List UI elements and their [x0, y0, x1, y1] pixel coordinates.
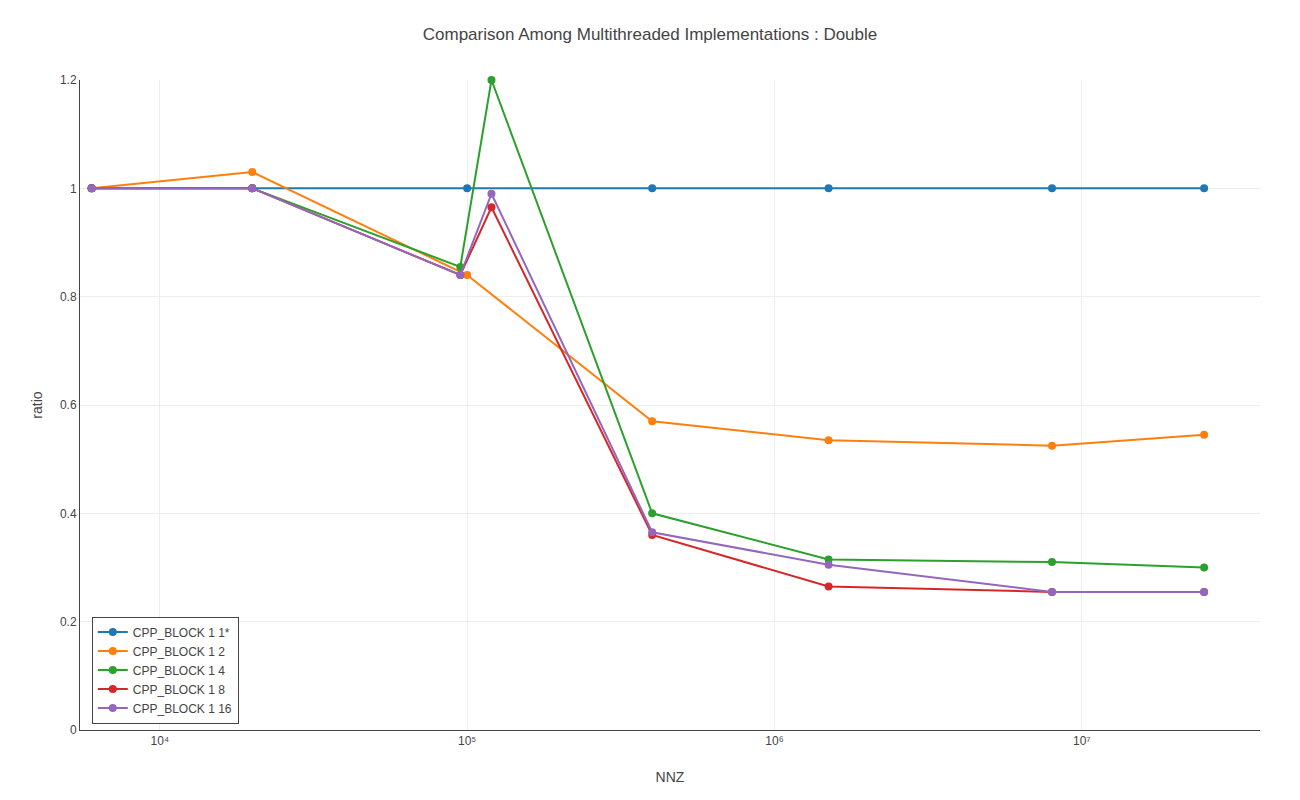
svg-text:ratio: ratio — [29, 391, 45, 418]
svg-text:10⁷: 10⁷ — [1073, 734, 1091, 748]
svg-text:CPP_BLOCK 1 2: CPP_BLOCK 1 2 — [133, 645, 225, 659]
svg-text:1: 1 — [70, 182, 77, 196]
svg-text:0: 0 — [70, 723, 77, 737]
svg-text:0.6: 0.6 — [60, 398, 77, 412]
svg-text:10⁶: 10⁶ — [765, 734, 783, 748]
svg-text:10⁴: 10⁴ — [151, 734, 170, 748]
svg-text:10⁵: 10⁵ — [458, 734, 476, 748]
svg-text:0.2: 0.2 — [60, 615, 77, 629]
svg-text:CPP_BLOCK 1 4: CPP_BLOCK 1 4 — [133, 664, 225, 678]
svg-text:1.2: 1.2 — [60, 73, 77, 87]
svg-text:Comparison Among Multithreaded: Comparison Among Multithreaded Implement… — [423, 25, 878, 44]
svg-text:CPP_BLOCK 1 8: CPP_BLOCK 1 8 — [133, 683, 225, 697]
svg-text:NNZ: NNZ — [656, 769, 685, 785]
svg-text:0.8: 0.8 — [60, 290, 77, 304]
svg-text:CPP_BLOCK 1 1*: CPP_BLOCK 1 1* — [133, 626, 230, 640]
svg-text:0.4: 0.4 — [60, 507, 77, 521]
svg-text:CPP_BLOCK 1 16: CPP_BLOCK 1 16 — [133, 702, 232, 716]
